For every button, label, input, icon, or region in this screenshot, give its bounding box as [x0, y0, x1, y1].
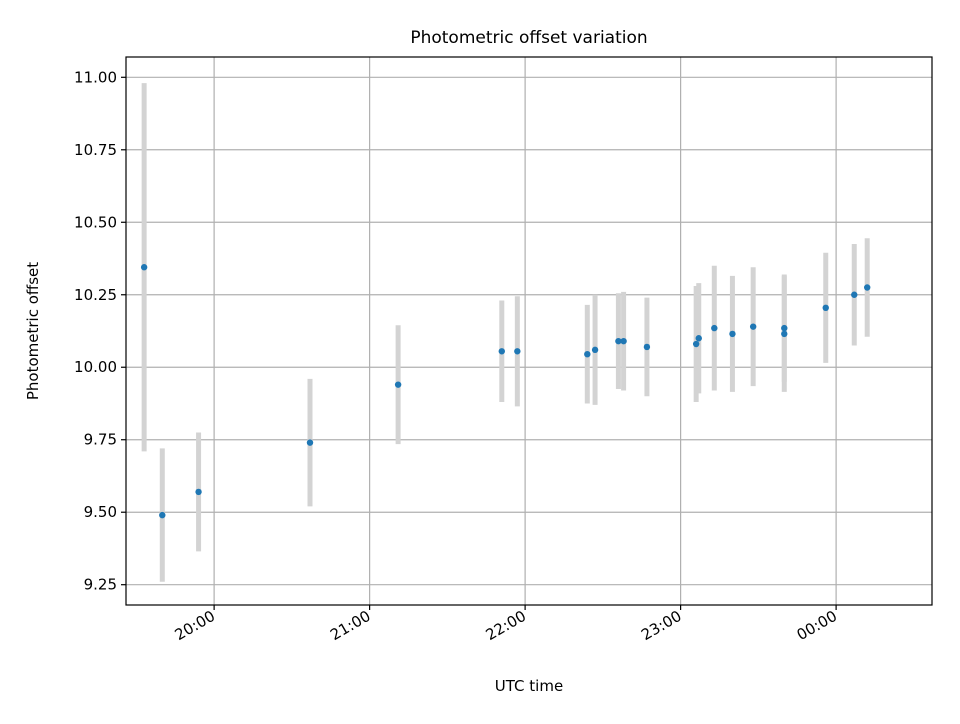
- x-axis-label: UTC time: [495, 677, 563, 695]
- data-point: [643, 343, 651, 351]
- error-bars: [141, 83, 870, 582]
- data-point: [514, 348, 521, 355]
- y-tick-label: 10.75: [74, 141, 117, 159]
- y-axis-ticks: 9.25 9.50 9.75 10.00 10.25 10.50 10.75 11.00: [74, 68, 126, 594]
- y-axis-label: Photometric offset: [24, 262, 42, 400]
- y-tick-label: 11.00: [74, 68, 117, 86]
- data-point: [195, 488, 202, 496]
- chart-title: Photometric offset variation: [410, 28, 647, 48]
- data-point: [584, 350, 591, 358]
- data-point: [781, 324, 788, 332]
- data-point: [394, 381, 402, 388]
- data-points: [140, 264, 871, 519]
- data-point: [695, 335, 702, 342]
- data-point: [159, 511, 166, 519]
- plot-frame: [125, 56, 933, 606]
- y-tick-label: 10.25: [74, 286, 117, 304]
- x-axis-ticks: 20:00 21:00 22:00 23:00 00:00: [172, 605, 840, 644]
- data-point: [498, 348, 505, 355]
- x-tick-label: 00:00: [794, 607, 840, 644]
- data-point: [620, 337, 627, 345]
- data-point: [864, 284, 871, 291]
- y-tick-label: 10.50: [74, 213, 117, 231]
- y-tick-label: 9.50: [84, 503, 117, 521]
- data-point: [822, 304, 829, 312]
- data-point: [781, 330, 788, 338]
- grid: [126, 57, 932, 605]
- data-point: [711, 324, 718, 332]
- x-tick-label: 23:00: [638, 607, 684, 644]
- data-point: [851, 291, 858, 298]
- data-point: [749, 323, 757, 330]
- data-point: [140, 264, 148, 271]
- data-point: [729, 330, 736, 338]
- y-tick-label: 9.75: [84, 431, 117, 449]
- data-point: [306, 439, 314, 446]
- data-point: [591, 346, 599, 354]
- data-point: [692, 340, 700, 348]
- x-tick-label: 20:00: [172, 607, 218, 644]
- x-tick-label: 22:00: [483, 607, 529, 644]
- y-tick-label: 9.25: [84, 576, 117, 594]
- x-tick-label: 21:00: [327, 607, 373, 644]
- data-point: [615, 337, 622, 345]
- y-tick-label: 10.00: [74, 358, 117, 376]
